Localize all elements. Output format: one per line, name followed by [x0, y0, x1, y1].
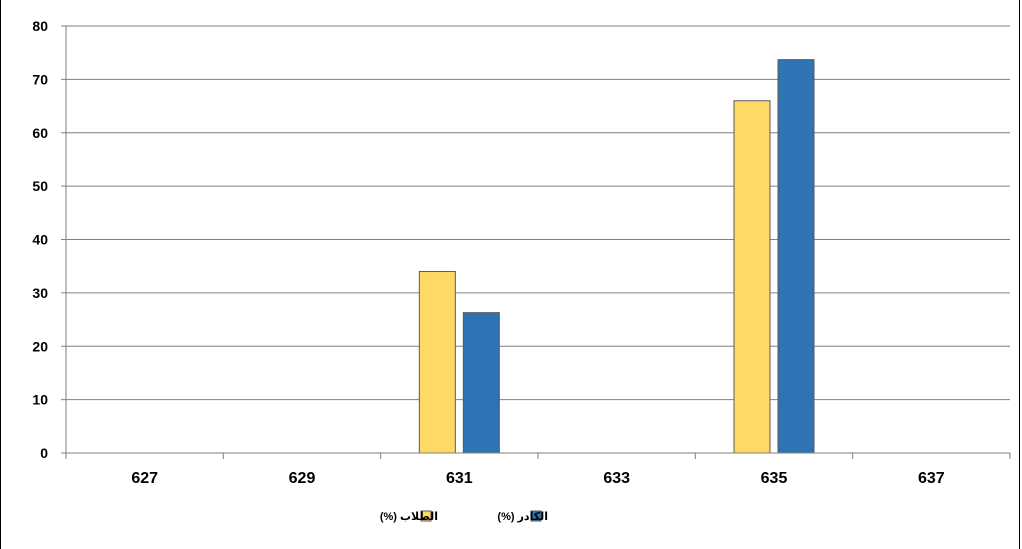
y-axis-ticks: 0 10 20 30 40 50 60 70 80: [32, 18, 67, 461]
bar: [418, 271, 456, 454]
y-tick-label: 50: [32, 178, 48, 194]
y-tick-label: 30: [32, 285, 48, 301]
bar: [777, 59, 815, 454]
y-tick-label: 20: [32, 338, 48, 354]
legend-swatch: [420, 510, 432, 522]
x-tick-label: 633: [603, 470, 630, 487]
y-tick-label: 70: [32, 71, 48, 87]
bars: [418, 59, 815, 454]
gridlines: [66, 25, 1010, 401]
x-tick-label: 635: [761, 470, 788, 487]
bar: [462, 312, 500, 454]
legend-label: الطلاب (%): [380, 511, 438, 523]
y-tick-label: 60: [32, 125, 48, 141]
y-tick-label: 80: [32, 18, 48, 34]
y-tick-label: 40: [32, 232, 48, 248]
legend: الطلاب (%) الكادر (%): [380, 510, 548, 523]
bar: [733, 100, 771, 454]
legend-label: الكادر (%): [497, 511, 548, 523]
x-tick-label: 637: [918, 470, 945, 487]
x-axis: 627 629 631 633 635 637: [65, 452, 1011, 487]
x-tick-label: 629: [289, 470, 316, 487]
x-tick-label: 631: [446, 470, 473, 487]
x-tick-label: 627: [131, 470, 158, 487]
legend-swatch: [530, 510, 542, 522]
y-tick-label: 10: [32, 392, 48, 408]
y-tick-label: 0: [40, 445, 48, 461]
